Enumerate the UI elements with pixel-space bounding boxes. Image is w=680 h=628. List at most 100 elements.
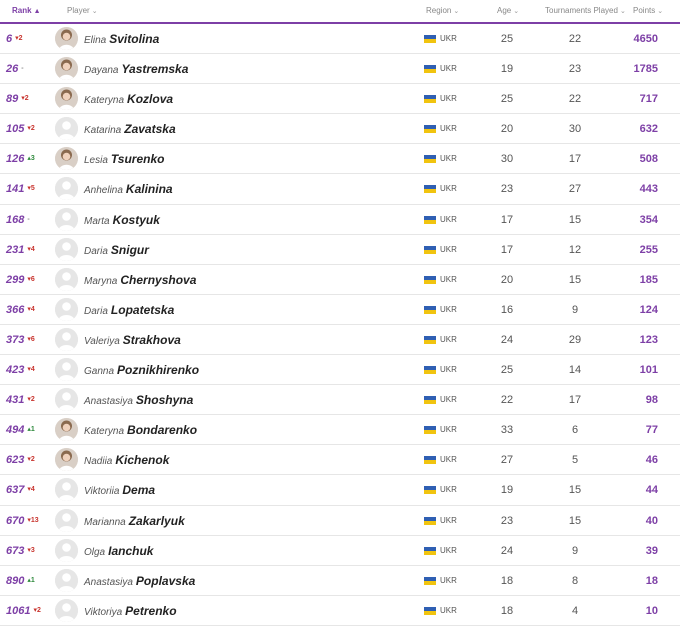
tournaments-column-header[interactable]: Tournaments Played ⌄	[545, 6, 626, 15]
table-row[interactable]: 105 ▾2 Katarina Zavatska UKR 20 30 632	[0, 114, 680, 146]
table-row[interactable]: 299 ▾6 Maryna Chernyshova UKR 20 15 185	[0, 265, 680, 295]
rank-cell: 637 ▾4	[6, 475, 35, 505]
player-name[interactable]: Dayana Yastremska	[84, 54, 188, 86]
player-name[interactable]: Olga Ianchuk	[84, 536, 153, 568]
rank-change-value: 1	[30, 576, 35, 584]
avatar	[55, 87, 78, 111]
player-name[interactable]: Marta Kostyuk	[84, 205, 160, 237]
player-name[interactable]: Ganna Poznikhirenko	[84, 355, 199, 387]
player-name[interactable]: Elina Svitolina	[84, 24, 159, 56]
table-row[interactable]: 26- Dayana Yastremska UKR 19 23 1785	[0, 54, 680, 86]
rank-cell: 1061 ▾2	[6, 596, 41, 626]
age-value: 24	[500, 333, 514, 346]
player-name[interactable]: Nadiia Kichenok	[84, 445, 169, 477]
player-name[interactable]: Katarina Zavatska	[84, 114, 176, 146]
rank-change: ▾3	[27, 547, 34, 554]
player-column-header[interactable]: Player ⌄	[67, 6, 98, 15]
table-row[interactable]: 89 ▾2 Kateryna Kozlova UKR 25 22 717	[0, 84, 680, 116]
rank-change-value: -	[21, 65, 24, 73]
rank-cell: 423 ▾4	[6, 355, 35, 385]
rank-change-value: 4	[30, 366, 35, 374]
player-name[interactable]: Kateryna Kozlova	[84, 84, 173, 116]
rank-change-value: 2	[30, 125, 35, 133]
rank-cell: 231 ▾4	[6, 235, 35, 265]
table-row[interactable]: 6 ▾2 Elina Svitolina UKR 25 22 4650	[0, 24, 680, 56]
player-first-name: Anastasiya	[84, 576, 133, 588]
player-name[interactable]: Viktoriya Petrenko	[84, 596, 177, 628]
age-value: 23	[500, 183, 514, 196]
ukraine-flag-icon	[424, 486, 436, 495]
ukraine-flag-icon	[424, 516, 436, 525]
table-row[interactable]: 637 ▾4 Viktoriia Dema UKR 19 15 44	[0, 475, 680, 507]
rank-value: 637	[6, 484, 25, 497]
player-name[interactable]: Anastasiya Shoshyna	[84, 385, 193, 417]
player-name[interactable]: Viktoriia Dema	[84, 475, 155, 507]
rank-change-arrow-icon: ▾	[27, 335, 31, 343]
points-value: 124	[639, 303, 658, 316]
table-row[interactable]: 670 ▾13 Marianna Zakarlyuk UKR 23 15 40	[0, 506, 680, 536]
avatar	[55, 538, 78, 562]
table-row[interactable]: 168- Marta Kostyuk UKR 17 15 354	[0, 205, 680, 235]
table-row[interactable]: 373 ▾6 Valeriya Strakhova UKR 24 29 123	[0, 325, 680, 357]
player-name[interactable]: Anastasiya Poplavska	[84, 566, 195, 598]
tournaments-played-value: 15	[568, 213, 582, 226]
table-row[interactable]: 231 ▾4 Daria Snigur UKR 17 12 255	[0, 235, 680, 265]
region-code: UKR	[440, 244, 457, 254]
tournaments-played-value: 17	[568, 153, 582, 166]
rank-change: ▾4	[27, 486, 34, 493]
table-row[interactable]: 890 ▴1 Anastasiya Poplavska UKR 18 8 18	[0, 566, 680, 596]
rank-cell: 494 ▴1	[6, 415, 35, 445]
tournaments-played-value: 22	[568, 93, 582, 106]
points-value: 18	[645, 574, 658, 587]
ukraine-flag-icon	[424, 95, 436, 104]
table-row[interactable]: 673 ▾3 Olga Ianchuk UKR 24 9 39	[0, 536, 680, 566]
age-value: 23	[500, 514, 514, 527]
player-first-name: Olga	[84, 546, 106, 558]
player-first-name: Kateryna	[84, 426, 125, 438]
points-value: 185	[639, 273, 658, 286]
player-name[interactable]: Maryna Chernyshova	[84, 265, 196, 297]
player-last-name: Lopatetska	[110, 302, 175, 317]
tournaments-played-value: 29	[568, 333, 582, 346]
player-last-name: Dema	[122, 483, 156, 498]
region-code: UKR	[440, 124, 457, 134]
rank-cell: 168-	[6, 205, 30, 235]
player-name[interactable]: Kateryna Bondarenko	[84, 415, 197, 447]
player-name[interactable]: Lesia Tsurenko	[84, 144, 164, 176]
region-code: UKR	[440, 605, 457, 615]
table-row[interactable]: 423 ▾4 Ganna Poznikhirenko UKR 25 14 101	[0, 355, 680, 387]
rank-change-arrow-icon: ▾	[27, 546, 31, 554]
player-last-name: Poznikhirenko	[117, 363, 200, 378]
rank-value: 126	[6, 153, 25, 166]
table-row[interactable]: 494 ▴1 Kateryna Bondarenko UKR 33 6 77	[0, 415, 680, 447]
avatar	[55, 327, 78, 351]
rank-change-value: 4	[30, 245, 35, 253]
table-row[interactable]: 141 ▾5 Anhelina Kalinina UKR 23 27 443	[0, 174, 680, 206]
points-value: 632	[639, 123, 658, 136]
rank-cell: 431 ▾2	[6, 385, 35, 415]
rank-change-arrow-icon: ▾	[27, 486, 31, 494]
region-column-header[interactable]: Region ⌄	[426, 6, 459, 15]
rank-change-arrow-icon: ▴	[27, 426, 31, 434]
player-name[interactable]: Anhelina Kalinina	[84, 174, 173, 206]
rank-header-label: Rank	[12, 6, 32, 15]
player-name[interactable]: Marianna Zakarlyuk	[84, 506, 185, 538]
table-row[interactable]: 126 ▴3 Lesia Tsurenko UKR 30 17 508	[0, 144, 680, 176]
rank-change-arrow-icon: ▾	[33, 606, 37, 614]
points-value: 354	[639, 213, 658, 226]
player-name[interactable]: Daria Snigur	[84, 235, 149, 267]
points-column-header[interactable]: Points ⌄	[633, 6, 663, 15]
age-column-header[interactable]: Age ⌄	[497, 6, 519, 15]
player-name[interactable]: Valeriya Strakhova	[84, 325, 181, 357]
table-row[interactable]: 623 ▾2 Nadiia Kichenok UKR 27 5 46	[0, 445, 680, 477]
table-row[interactable]: 431 ▾2 Anastasiya Shoshyna UKR 22 17 98	[0, 385, 680, 417]
table-row[interactable]: 366 ▾4 Daria Lopatetska UKR 16 9 124	[0, 295, 680, 325]
player-first-name: Valeriya	[84, 335, 120, 347]
points-value: 77	[645, 424, 658, 437]
table-row[interactable]: 1061 ▾2 Viktoriya Petrenko UKR 18 4 10	[0, 596, 680, 626]
points-value: 46	[645, 454, 658, 467]
rank-column-header[interactable]: Rank ▲	[12, 6, 41, 15]
player-name[interactable]: Daria Lopatetska	[84, 295, 174, 327]
tournaments-played-value: 15	[568, 514, 582, 527]
region-code: UKR	[440, 274, 457, 284]
